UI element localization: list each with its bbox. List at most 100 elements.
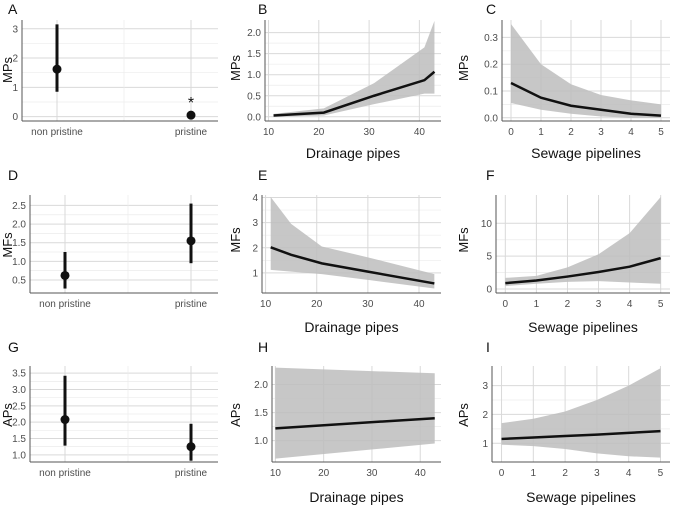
x-tick-label: 30: [362, 299, 374, 310]
y-tick-label: 3.5: [12, 369, 26, 380]
x-tick-label: 40: [414, 127, 426, 138]
y-axis-label: MPs: [228, 55, 243, 82]
x-tick-label: 4: [626, 468, 632, 479]
y-tick-label: 0: [12, 112, 18, 123]
y-tick-label: 2.5: [12, 201, 26, 212]
y-axis-label: MPs: [0, 57, 15, 84]
x-tick-label: 4: [628, 127, 634, 138]
x-tick-label: 30: [364, 127, 376, 138]
x-tick-label: 3: [598, 127, 604, 138]
panel-letter: G: [8, 339, 19, 355]
y-axis-label: APs: [0, 403, 15, 427]
x-tick-label: non pristine: [39, 468, 91, 479]
y-tick-label: 1.5: [12, 434, 26, 445]
panel-letter: C: [486, 1, 496, 17]
y-tick-label: 0: [486, 285, 492, 296]
panel-letter: A: [8, 1, 18, 17]
y-tick-label: 2: [12, 54, 18, 65]
fit-line: [505, 256, 662, 285]
x-tick-label: non pristine: [39, 299, 91, 310]
x-tick-label: 4: [627, 299, 633, 310]
x-tick-label: 0: [503, 299, 509, 310]
x-tick-label: 2: [565, 299, 571, 310]
y-axis-label: MPs: [456, 55, 471, 82]
confidence-band: [511, 24, 661, 118]
fit-line: [273, 70, 436, 117]
x-tick-label: 1: [531, 468, 537, 479]
x-tick-label: 1: [538, 127, 544, 138]
y-axis-label: APs: [228, 403, 243, 427]
panel-c: 0.0 0.1 0.2 0.3 0 1 2 3 4 5 C MPs Sewage pipelines: [456, 1, 670, 161]
panel-g: 1.0 1.5 2.0 2.5 3.0 3.5 non pristine pristine G A…: [0, 339, 218, 479]
x-tick-label: 20: [313, 127, 325, 138]
y-tick-label: 2.5: [12, 401, 26, 412]
panel-a: 0 1 2 3 non pristine pristine * A MPs: [0, 1, 218, 138]
x-tick-label: non pristine: [31, 127, 83, 138]
x-tick-label: 40: [413, 299, 425, 310]
x-tick-label: 5: [658, 299, 664, 310]
panel-letter: B: [258, 1, 267, 17]
x-axis-label: Sewage pipelines: [528, 319, 638, 335]
panel-h: 1.0 1.5 2.0 10 20 30 40 H APs Drainage pipes: [228, 339, 441, 505]
x-axis-label: Drainage pipes: [306, 145, 400, 161]
y-tick-label: 1.5: [254, 408, 268, 419]
y-tick-label: 0.3: [484, 33, 498, 44]
y-tick-label: 5: [486, 252, 492, 263]
confidence-band: [505, 196, 661, 287]
x-tick-label: 30: [366, 468, 378, 479]
y-axis-label: MFs: [0, 232, 15, 258]
y-tick-label: 3: [482, 381, 488, 392]
x-tick-label: 1: [534, 299, 540, 310]
panel-i: 1 2 3 0 1 2 3 4 5 I APs Sewage pipelines: [456, 339, 670, 505]
data-point: [186, 236, 196, 246]
x-tick-label: 5: [658, 127, 664, 138]
fit-line: [270, 246, 435, 285]
y-tick-label: 0.0: [484, 113, 498, 124]
panel-f: 0 5 10 0 1 2 3 4 5 F MFs Sewage pipelines: [456, 167, 670, 335]
panel-b: 0.0 0.5 1.0 1.5 2.0 10 20 30 40 B MPs Drainage pipe…: [228, 1, 441, 161]
x-tick-label: 2: [568, 127, 574, 138]
data-point: [60, 415, 70, 425]
y-tick-label: 1: [482, 439, 488, 450]
fit-line: [275, 416, 435, 430]
data-point: [186, 110, 196, 120]
x-tick-label: 10: [260, 299, 272, 310]
y-tick-label: 1: [12, 83, 18, 94]
y-tick-label: 1: [252, 268, 258, 279]
fit-line: [510, 81, 662, 117]
y-axis-label: MFs: [456, 227, 471, 253]
x-tick-label: pristine: [175, 299, 208, 310]
y-tick-label: 2.0: [247, 28, 261, 39]
y-tick-label: 2.0: [254, 380, 268, 391]
y-tick-label: 0.1: [484, 86, 498, 97]
confidence-band: [501, 368, 661, 458]
panel-e: 1 2 3 4 10 20 30 40 E MFs Drainage pipes: [228, 167, 441, 335]
x-tick-label: 20: [318, 468, 330, 479]
x-axis-label: Drainage pipes: [309, 489, 403, 505]
confidence-band: [275, 367, 435, 459]
significance-marker: *: [188, 95, 194, 112]
y-axis-label: MFs: [228, 227, 243, 253]
panel-d: 0.5 1.0 1.5 2.0 2.5 non pristine pristine D MFs: [0, 167, 218, 310]
x-tick-label: 2: [562, 468, 568, 479]
panel-letter: I: [486, 339, 490, 355]
x-tick-label: pristine: [175, 468, 208, 479]
y-tick-label: 1.0: [12, 257, 26, 268]
y-tick-label: 0.2: [484, 60, 498, 71]
y-tick-label: 3: [252, 218, 258, 229]
y-tick-label: 1.0: [247, 70, 261, 81]
x-tick-label: 10: [263, 127, 275, 138]
x-tick-label: 20: [311, 299, 323, 310]
x-tick-label: 10: [270, 468, 282, 479]
confidence-band: [270, 197, 435, 289]
x-tick-label: 40: [415, 468, 427, 479]
y-tick-label: 2.0: [12, 220, 26, 231]
y-tick-label: 3: [12, 24, 18, 35]
y-tick-label: 0.5: [12, 275, 26, 286]
y-tick-label: 2: [252, 243, 258, 254]
y-tick-label: 2.0: [12, 418, 26, 429]
y-tick-label: 1.5: [247, 49, 261, 60]
x-axis-label: Sewage pipelines: [526, 489, 636, 505]
fit-line: [501, 429, 661, 441]
x-tick-label: 5: [658, 468, 664, 479]
